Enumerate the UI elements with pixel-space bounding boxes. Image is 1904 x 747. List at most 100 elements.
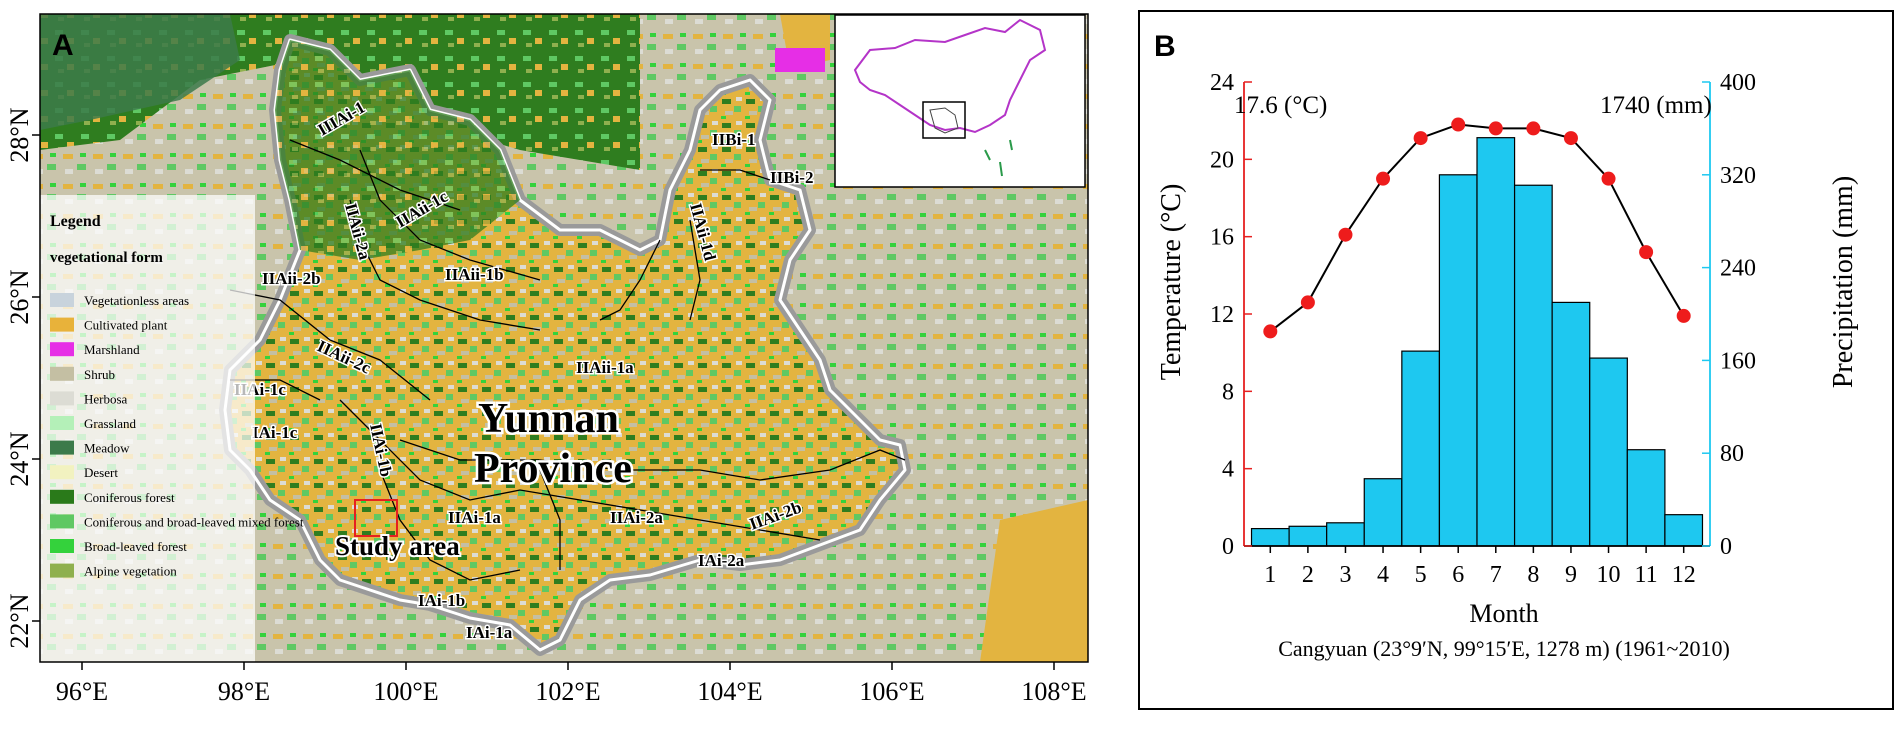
province-northern-forest — [275, 40, 520, 260]
lon-label: 106°E — [859, 677, 924, 706]
x-tick-label: 6 — [1452, 562, 1464, 588]
legend-swatch — [50, 563, 74, 578]
temperature-line — [1269, 123, 1685, 333]
left-tick-label: 0 — [1222, 534, 1234, 560]
temperature-point — [1639, 245, 1654, 260]
panel-label-a: A — [52, 29, 74, 62]
study-area-label: Study area — [335, 531, 460, 561]
precipitation-bar — [1288, 525, 1328, 547]
legend-item: Marshland — [50, 342, 140, 357]
map-legend: Legend vegetational form Vegetationless … — [40, 195, 304, 662]
division-line — [539, 469, 561, 570]
legend-swatch — [50, 293, 74, 307]
legend-items: Vegetationless areas Cultivated plant Mars… — [50, 293, 304, 579]
climate-chart-panel: B 0 4 8 12 16 20 24 0 80 160 240 320 400 1 2 3 4 5 6 7 8 9 10 1… — [1138, 10, 1894, 710]
region-label: IAi-2a — [698, 551, 745, 570]
legend-label: Alpine vegetation — [84, 564, 177, 579]
legend-item: Cultivated plant — [50, 317, 168, 333]
temperature-point — [1300, 295, 1315, 310]
left-tick-label: 16 — [1210, 225, 1234, 251]
legend-item: Meadow — [50, 440, 130, 456]
study-area-box — [354, 499, 398, 537]
left-tick-label: 20 — [1210, 147, 1234, 173]
division-line — [700, 169, 771, 181]
chart-caption: Cangyuan (23°9′N, 99°15′E, 1278 m) (1961… — [1278, 636, 1730, 661]
precipitation-bar — [1664, 514, 1704, 547]
legend-subtitle: vegetational form — [50, 250, 163, 266]
longitude-labels: 96°E 98°E 100°E 102°E 104°E 106°E 108°E — [56, 662, 1087, 706]
x-axis-label: Month — [1469, 599, 1538, 628]
x-tick-label: 11 — [1635, 562, 1658, 588]
legend-swatch — [50, 465, 74, 480]
scale-tick-label: 3,000 — [118, 671, 143, 683]
temperature-point — [1488, 121, 1503, 136]
legend-item: Alpine vegetation — [50, 563, 177, 579]
legend-swatch — [50, 539, 74, 553]
precipitation-bars — [1250, 137, 1704, 547]
region-label: IIAii-1a — [576, 358, 634, 377]
left-tick-label: 24 — [1210, 70, 1234, 96]
region-label: IAi-1b — [418, 591, 465, 610]
legend-label: Marshland — [84, 342, 140, 357]
precipitation-bar — [1250, 527, 1290, 547]
region-label: IIAi-1a — [448, 508, 501, 527]
province-name: Yunnan Province — [472, 394, 635, 495]
legend-label: Shrub — [84, 367, 115, 382]
temperature-point — [1563, 131, 1578, 146]
region-label: IIBi-2 — [770, 168, 813, 187]
precipitation-bar — [1626, 449, 1666, 547]
lon-label: 108°E — [1021, 677, 1086, 706]
left-axis-label: Temperature (°C) — [1156, 184, 1187, 381]
legend-item: Grassland — [50, 416, 136, 431]
china-outline — [853, 18, 1047, 134]
region-label: IIAii-2b — [262, 269, 321, 288]
map-frame — [39, 13, 1089, 663]
vegetation-map: IIIAi-1 IIAii-1c IIAii-2a IIAii-2b IIAii… — [5, 13, 1089, 706]
region-label: IAi-1a — [466, 623, 513, 642]
region-label: IIBi-1 — [712, 130, 755, 149]
latitude-labels: 28°N 26°N 24°N 22°N — [5, 107, 40, 649]
x-tick-label: 8 — [1527, 562, 1539, 588]
precipitation-bar — [1438, 174, 1478, 547]
temperature-point — [1601, 171, 1616, 186]
marshland-patch — [775, 48, 825, 72]
temperature-point — [1338, 227, 1353, 242]
left-tick-label: 4 — [1222, 457, 1234, 483]
division-line — [399, 439, 906, 481]
province-name-line2: Province — [474, 446, 632, 492]
legend-swatch — [50, 391, 74, 406]
inset-yunnan-shape — [929, 107, 959, 134]
precipitation-bar — [1326, 522, 1365, 547]
legend-label: Meadow — [84, 441, 130, 456]
northwest-meadow-zone — [40, 14, 240, 130]
lat-label: 22°N — [5, 593, 34, 648]
right-tick-label: 400 — [1720, 70, 1756, 96]
temperature-point — [1676, 308, 1691, 323]
x-tick-label: 12 — [1672, 562, 1696, 588]
legend-swatch — [50, 416, 74, 430]
precipitation-bar — [1513, 184, 1553, 547]
lon-label: 102°E — [535, 677, 600, 706]
temperature-point — [1526, 121, 1541, 136]
division-line — [229, 289, 431, 401]
scale-segment — [130, 686, 222, 692]
temperature-point — [1451, 117, 1466, 132]
annual-temperature-annotation: 17.6 (°C) — [1234, 92, 1327, 119]
division-line — [689, 219, 701, 321]
x-tick-label: 7 — [1490, 562, 1502, 588]
lon-label: 96°E — [56, 677, 108, 706]
legend-swatch — [50, 514, 74, 529]
legend-label: Coniferous forest — [84, 490, 175, 505]
region-division-lines — [229, 139, 906, 581]
legend-label: Broad-leaved forest — [84, 539, 187, 554]
southeast-cultivated-zone — [980, 500, 1088, 662]
division-line — [349, 199, 541, 331]
left-tick-label: 12 — [1210, 302, 1234, 328]
x-tick-label: 5 — [1415, 562, 1427, 588]
legend-title: Legend — [50, 213, 101, 230]
legend-item: Herbosa — [50, 391, 128, 406]
annual-precipitation-annotation: 1740 (mm) — [1600, 92, 1712, 119]
lon-label: 98°E — [218, 677, 270, 706]
temperature-point — [1413, 131, 1428, 146]
